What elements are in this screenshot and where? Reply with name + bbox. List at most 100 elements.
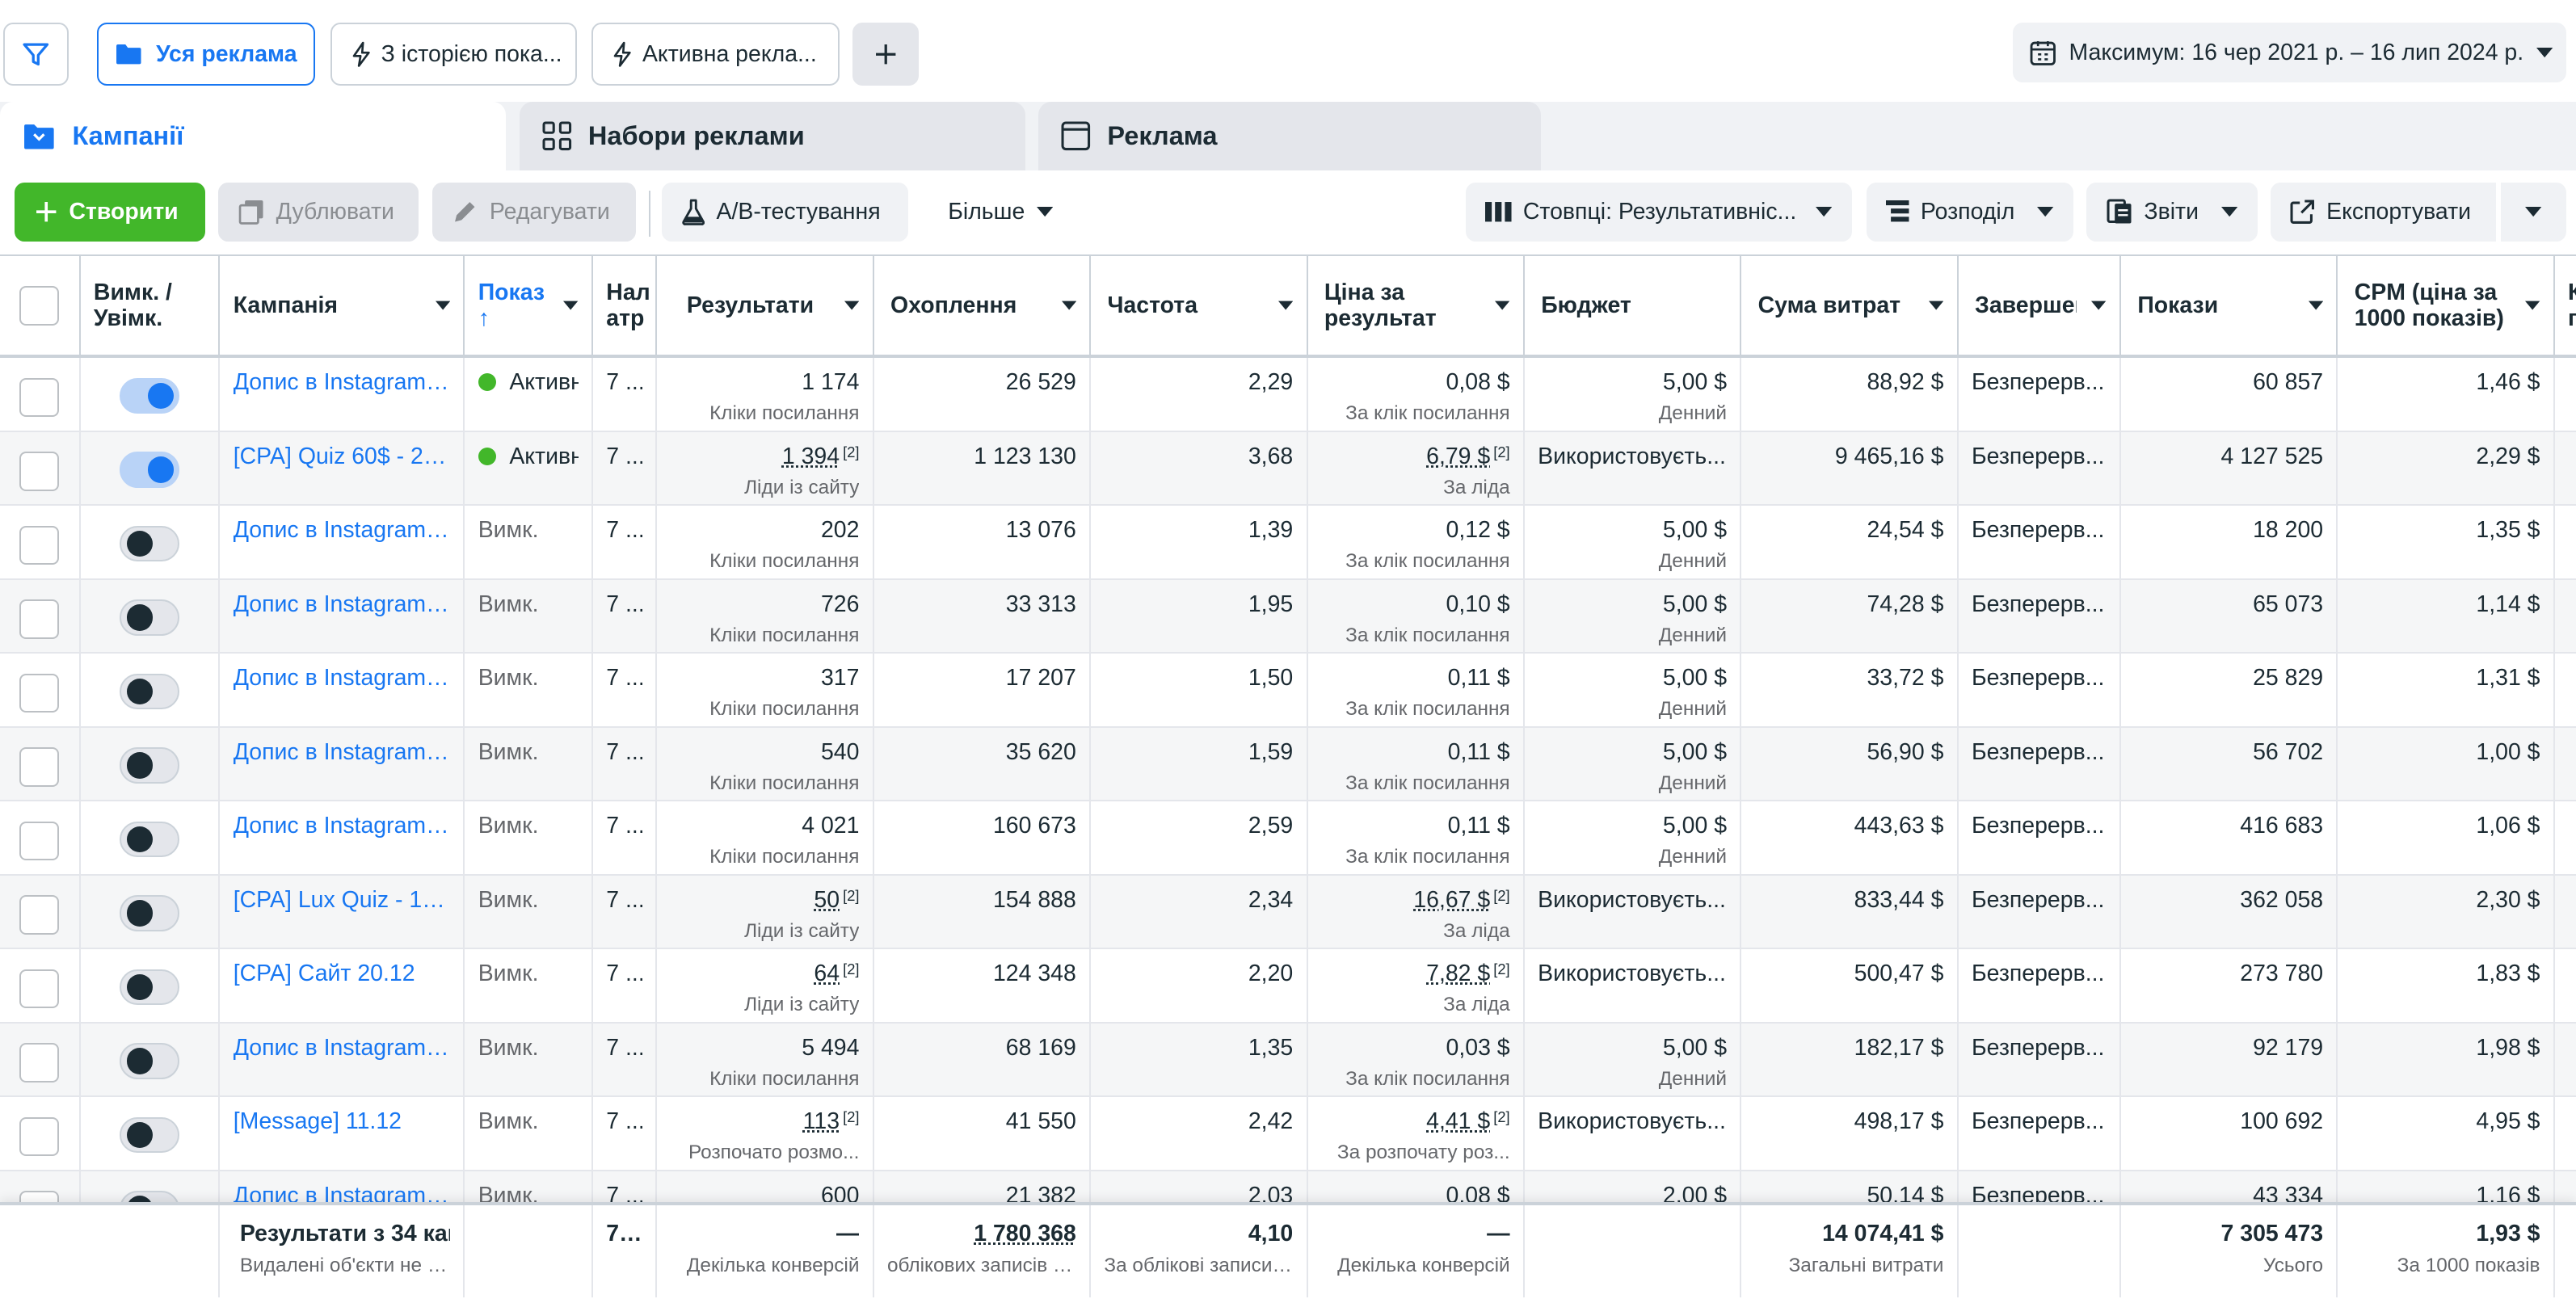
ab-test-button[interactable]: A/B-тестування — [662, 182, 909, 242]
campaign-toggle[interactable] — [120, 1043, 179, 1079]
results-type: Кліки посилання — [709, 402, 860, 425]
table-row[interactable]: [CPA] Сайт 20.12 Вимк. 7 ... 64 [2] Ліди … — [0, 949, 2576, 1024]
delivery-cell: Вимк. — [465, 875, 594, 948]
amount-spent-cell: 443,63 $ — [1741, 801, 1959, 874]
results-type: Кліки посилання — [709, 1067, 860, 1090]
row-checkbox[interactable] — [19, 821, 60, 861]
reach-cell: 26 529 — [874, 358, 1092, 431]
campaign-toggle[interactable] — [120, 895, 179, 931]
row-checkbox[interactable] — [19, 452, 60, 491]
duplicate-button[interactable]: Дублювати — [218, 182, 419, 242]
col-delivery[interactable]: Показ ↑ — [465, 256, 594, 355]
campaign-toggle[interactable] — [120, 1116, 179, 1154]
ends-value: Безперерв... — [1971, 369, 2105, 396]
flask-icon — [682, 199, 705, 225]
col-frequency[interactable]: Частота — [1091, 256, 1308, 355]
col-amount-spent[interactable]: Сума витрат — [1741, 256, 1959, 355]
toggle-knob — [147, 382, 175, 410]
edit-button[interactable]: Редагувати — [431, 182, 636, 242]
campaign-toggle[interactable] — [120, 525, 179, 562]
filter-button[interactable] — [3, 23, 69, 86]
row-checkbox[interactable] — [19, 1116, 60, 1157]
campaign-toggle[interactable] — [120, 452, 179, 488]
table-row[interactable]: Допис в Instagram:... Вимк. 7 ... 202 Кл… — [0, 506, 2576, 580]
row-checkbox[interactable] — [19, 747, 60, 787]
campaign-name-link[interactable]: Допис в Instagram:... — [233, 665, 451, 692]
table-row[interactable]: Допис в Instagram:... Активна 7 ... 1 17… — [0, 358, 2576, 432]
export-menu-button[interactable] — [2500, 182, 2566, 242]
table-row[interactable]: [CPA] Quiz 60$ - 24... Активна 7 ... 1 3… — [0, 431, 2576, 507]
table-row[interactable]: Допис в Instagram:... Вимк. 7 ... 317 Кл… — [0, 654, 2576, 728]
cpm-value: 1,14 $ — [2476, 591, 2540, 617]
reports-button[interactable]: Звіти — [2086, 182, 2258, 242]
col-reach[interactable]: Охоплення — [874, 256, 1092, 355]
table-row[interactable]: Допис в Instagram:... Вимк. 7 ... 4 021 … — [0, 801, 2576, 876]
filter-active-ads[interactable]: Активна рекла... — [591, 23, 840, 86]
col-attribution[interactable]: Нал атр — [593, 256, 658, 355]
campaign-name-link[interactable]: Допис в Instagram:... — [233, 1034, 451, 1061]
col-impressions[interactable]: Покази — [2121, 256, 2338, 355]
results-value: 4 021 — [802, 813, 860, 839]
attribution-value: 7 ... — [606, 665, 643, 692]
campaign-toggle[interactable] — [120, 599, 179, 636]
date-range-picker[interactable]: Максимум: 16 чер 2021 р. – 16 лип 2024 р… — [2013, 23, 2567, 82]
export-button[interactable]: Експортувати — [2271, 182, 2496, 242]
amount-spent-value: 24,54 $ — [1867, 517, 1944, 544]
campaign-name-link[interactable]: Допис в Instagram:... — [233, 738, 451, 765]
more-button[interactable]: Більше — [928, 183, 1076, 242]
campaign-name-link[interactable]: [CPA] Quiz 60$ - 24... — [233, 443, 451, 469]
create-button[interactable]: Створити — [15, 182, 206, 242]
filter-with-history[interactable]: З історією пока... — [330, 23, 577, 86]
col-extra[interactable]: К п — [2555, 256, 2576, 355]
table-row[interactable]: Допис в Instagram:... Вимк. 7 ... 5 494 … — [0, 1023, 2576, 1098]
row-checkbox[interactable] — [19, 377, 60, 418]
row-checkbox[interactable] — [19, 599, 60, 639]
ends-cell: Безперерв... — [1959, 654, 2121, 726]
impressions-cell: 362 058 — [2121, 875, 2338, 948]
cost-per-result-value: 0,10 $ — [1446, 591, 1510, 617]
row-checkbox[interactable] — [19, 673, 60, 713]
campaign-name-cell: Допис в Instagram:... — [220, 1023, 465, 1096]
delivery-cell: Активна — [465, 431, 594, 505]
budget-type: Денний — [1658, 402, 1728, 425]
tab-ads[interactable]: Реклама — [1038, 102, 1542, 171]
campaign-name-link[interactable]: Допис в Instagram:... — [233, 591, 451, 617]
tab-campaigns[interactable]: Кампанії — [0, 102, 507, 171]
campaign-name-link[interactable]: [CPA] Lux Quiz - 18.... — [233, 886, 451, 913]
columns-button[interactable]: Стовпці: Результативніс... — [1465, 182, 1852, 242]
col-budget[interactable]: Бюджет — [1525, 256, 1742, 355]
col-results[interactable]: Результати — [657, 256, 874, 355]
tab-ad-sets[interactable]: Набори реклами — [519, 102, 1025, 171]
campaign-name-link[interactable]: [CPA] Сайт 20.12 — [233, 961, 415, 987]
budget-cell: 5,00 $ Денний — [1525, 358, 1742, 431]
table-row[interactable]: [CPA] Lux Quiz - 18.... Вимк. 7 ... 50 [2… — [0, 875, 2576, 950]
filter-all-ads[interactable]: Уся реклама — [96, 23, 316, 86]
col-cpm[interactable]: CPM (ціна за 1000 показів) — [2338, 256, 2555, 355]
table-row[interactable]: [Message] 11.12 Вимк. 7 ... 113 [2] Розпо… — [0, 1097, 2576, 1171]
campaign-toggle[interactable] — [120, 747, 179, 784]
add-filter-button[interactable] — [852, 23, 919, 86]
breakdown-button[interactable]: Розподіл — [1866, 182, 2074, 242]
row-checkbox[interactable] — [19, 895, 60, 935]
row-checkbox[interactable] — [19, 525, 60, 565]
col-cost-per-result[interactable]: Ціна за результат — [1308, 256, 1525, 355]
campaign-name-cell: Допис в Instagram:... — [220, 654, 465, 726]
table-row[interactable]: Допис в Instagram:... Вимк. 7 ... 726 Кл… — [0, 579, 2576, 654]
row-checkbox[interactable] — [19, 969, 60, 1009]
toggle-knob — [126, 1048, 154, 1074]
campaign-name-link[interactable]: [Message] 11.12 — [233, 1108, 402, 1135]
select-all-checkbox[interactable] — [19, 285, 60, 326]
col-campaign[interactable]: Кампанія — [220, 256, 465, 355]
campaign-toggle[interactable] — [120, 821, 179, 858]
campaign-toggle[interactable] — [120, 377, 179, 414]
campaign-name-link[interactable]: Допис в Instagram:... — [233, 813, 451, 839]
col-toggle[interactable]: Вимк. / Увімк. — [81, 256, 221, 355]
table-row[interactable]: Допис в Instagram:... Вимк. 7 ... 540 Кл… — [0, 727, 2576, 802]
row-checkbox[interactable] — [19, 1043, 60, 1082]
campaign-name-link[interactable]: Допис в Instagram:... — [233, 517, 451, 544]
campaign-name-link[interactable]: Допис в Instagram:... — [233, 369, 451, 396]
row-toggle-cell — [81, 358, 221, 431]
campaign-toggle[interactable] — [120, 969, 179, 1006]
col-ends[interactable]: Завершен — [1959, 256, 2121, 355]
campaign-toggle[interactable] — [120, 673, 179, 710]
